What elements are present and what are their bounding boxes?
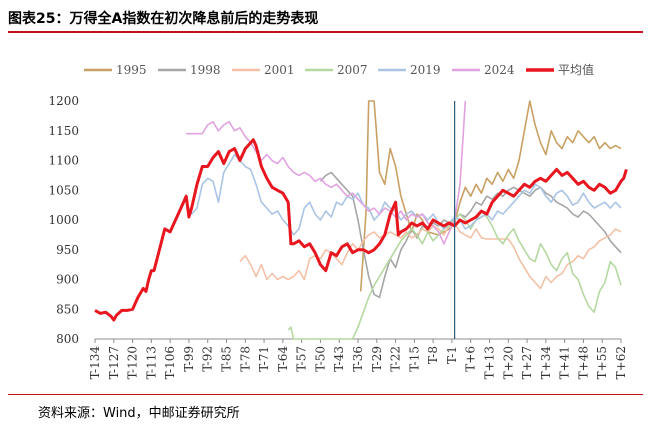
series-line-1998: [319, 171, 622, 299]
legend-label: 2007: [337, 63, 368, 77]
x-tick-label: T-29: [370, 346, 384, 372]
x-tick-label: T-8: [426, 346, 440, 364]
x-tick-label: T-71: [257, 346, 271, 372]
x-tick-label: T-1: [445, 346, 459, 364]
series-lines: [94, 100, 628, 340]
x-tick-label: T-50: [313, 346, 327, 372]
series-line-平均值: [94, 138, 628, 322]
x-tick-label: T+27: [520, 346, 534, 379]
x-tick-label: T+41: [558, 346, 572, 379]
x-tick-label: T+20: [501, 346, 515, 379]
y-tick-label: 1150: [48, 124, 79, 138]
legend-label: 1995: [116, 63, 147, 77]
x-tick-label: T-106: [163, 346, 177, 379]
source-divider: [8, 394, 643, 395]
x-tick-label: T-127: [107, 346, 121, 379]
legend: 1995 1998 2001 2007 2019 2024 平均值: [84, 62, 594, 77]
x-tick-label: T+6: [464, 346, 478, 372]
x-tick-label: T-113: [144, 346, 158, 379]
x-tick-label: T-36: [351, 346, 365, 372]
title-underline: [8, 31, 643, 33]
chart-title: 图表25：万得全A指数在初次降息前后的走势表现: [8, 11, 319, 27]
legend-label: 平均值: [558, 62, 594, 77]
series-line-1995: [359, 100, 622, 292]
y-tick-label: 900: [56, 273, 79, 287]
y-tick-label: 1050: [48, 183, 79, 197]
y-axis: 800 850 900 950 1000 1050 1100 1150 1200: [48, 94, 79, 346]
x-tick-label: T-134: [88, 346, 102, 380]
y-tick-label: 950: [56, 243, 79, 257]
x-axis: T-134 T-127 T-120 T-113 T-106 T-99 T-92 T-85 T-7…: [88, 338, 628, 380]
x-tick-label: T-57: [295, 346, 309, 372]
legend-label: 1998: [190, 63, 221, 77]
x-tick-label: T+13: [483, 346, 497, 379]
x-tick-label: T-120: [126, 346, 140, 379]
y-tick-label: 850: [56, 302, 79, 316]
y-tick-label: 1200: [48, 94, 79, 108]
x-tick-label: T+55: [595, 346, 609, 379]
legend-label: 2024: [484, 63, 515, 77]
x-tick-label: T-99: [182, 346, 196, 372]
legend-label: 2001: [264, 63, 295, 77]
x-tick-label: T-15: [407, 346, 421, 372]
series-line-2024: [186, 100, 467, 245]
x-tick-label: T-64: [276, 346, 290, 372]
x-tick-label: T+62: [614, 346, 628, 379]
x-tick-label: T-92: [201, 346, 215, 372]
legend-label: 2019: [410, 63, 441, 77]
x-tick-label: T-78: [238, 346, 252, 372]
y-tick-label: 1000: [48, 213, 79, 227]
x-tick-label: T+34: [539, 346, 553, 380]
y-tick-label: 800: [56, 332, 79, 346]
x-tick-label: T-43: [332, 346, 346, 372]
x-tick-label: T+48: [576, 346, 590, 379]
series-line-2019: [185, 153, 622, 236]
y-tick-label: 1100: [48, 154, 79, 168]
source-note: 资料来源：Wind，中邮证券研究所: [38, 406, 240, 421]
x-tick-label: T-22: [389, 346, 403, 372]
x-tick-label: T-85: [220, 346, 234, 372]
series-line-2001: [239, 222, 622, 290]
